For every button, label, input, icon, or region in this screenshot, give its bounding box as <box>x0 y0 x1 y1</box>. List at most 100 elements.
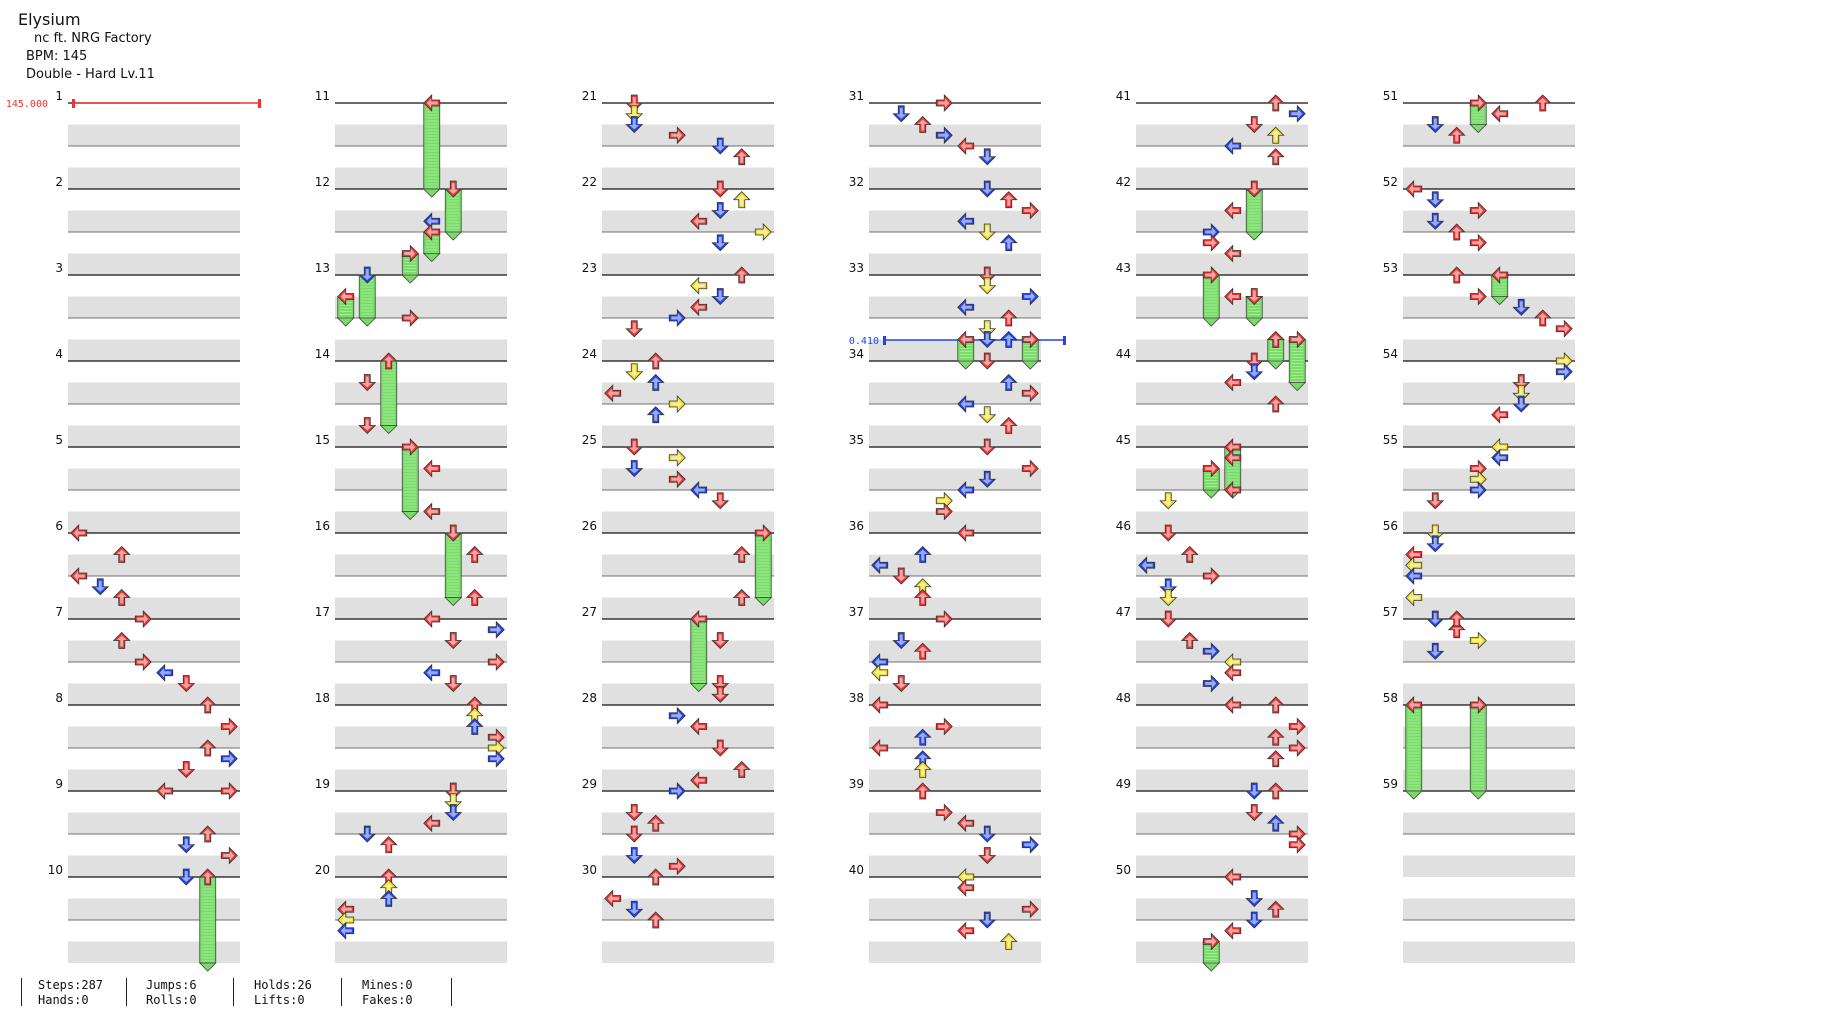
measure-block <box>68 704 240 791</box>
measure-number: 17 <box>315 605 330 619</box>
arrow-icon <box>1405 180 1423 198</box>
arrow-icon <box>690 771 708 790</box>
arrow-icon <box>1533 309 1552 327</box>
arrow-icon <box>1426 524 1445 542</box>
arrow-icon <box>198 825 217 843</box>
arrow-icon <box>957 395 975 413</box>
beat-band <box>335 425 507 447</box>
beat-band <box>335 683 507 705</box>
arrow-icon <box>1224 921 1242 940</box>
arrow-icon <box>1159 589 1178 607</box>
arrow-icon <box>487 653 505 671</box>
measure-block <box>1136 532 1308 619</box>
arrow-icon <box>1021 459 1039 478</box>
arrow-icon <box>423 459 441 478</box>
beat-band <box>1136 812 1308 834</box>
arrow-icon <box>732 588 751 606</box>
arrow-icon <box>711 492 730 510</box>
arrow-icon <box>1245 911 1264 929</box>
arrow-icon <box>1469 287 1487 306</box>
arrow-icon <box>1266 395 1285 413</box>
arrow-icon <box>1245 180 1264 198</box>
beat-band <box>1403 898 1575 920</box>
measure-number: 29 <box>582 777 597 791</box>
arrow-icon <box>1159 492 1178 510</box>
arrow-icon <box>444 632 463 650</box>
measure-number: 34 <box>849 347 864 361</box>
arrow-icon <box>358 374 377 392</box>
arrow-icon <box>668 857 686 876</box>
arrow-icon <box>1202 642 1220 661</box>
arrow-icon <box>625 94 644 112</box>
arrow-icon <box>1469 696 1487 714</box>
beat-band <box>869 855 1041 877</box>
arrow-icon <box>690 298 708 317</box>
arrow-icon <box>70 567 88 585</box>
measure-block <box>1136 790 1308 877</box>
arrow-icon <box>978 847 997 865</box>
stat-hands: Hands:0 <box>38 993 89 1007</box>
measure-block <box>602 102 774 189</box>
arrow-icon <box>358 417 377 435</box>
arrow-icon <box>957 814 975 833</box>
arrow-icon <box>1469 233 1487 252</box>
beat-band <box>602 812 774 834</box>
arrow-icon <box>1426 535 1445 553</box>
arrow-icon <box>1202 459 1220 478</box>
measure-number: 10 <box>48 863 63 877</box>
beat-band <box>68 726 240 748</box>
arrow-icon <box>957 878 975 897</box>
arrow-icon <box>487 620 505 639</box>
measure-number: 33 <box>849 261 864 275</box>
measure-block <box>68 360 240 447</box>
beat-band <box>335 898 507 920</box>
arrow-icon <box>1180 631 1199 649</box>
arrow-icon <box>913 728 932 746</box>
song-difficulty: Double - Hard Lv.11 <box>26 67 155 82</box>
arrow-icon <box>1447 223 1466 241</box>
measure-number: 3 <box>55 261 63 275</box>
beat-band <box>335 855 507 877</box>
stop-label: 0.410 <box>849 336 879 347</box>
arrow-icon <box>379 352 398 370</box>
measure-number: 35 <box>849 433 864 447</box>
measure-number: 31 <box>849 89 864 103</box>
arrow-icon <box>1266 728 1285 746</box>
arrow-icon <box>957 524 975 542</box>
arrow-icon <box>732 266 751 284</box>
hold-note-icon <box>379 360 398 435</box>
arrow-icon <box>423 610 441 628</box>
arrow-icon <box>1224 201 1242 220</box>
beat-band <box>1403 855 1575 877</box>
arrow-icon <box>1245 782 1264 800</box>
arrow-icon <box>690 212 708 231</box>
measure-number: 19 <box>315 777 330 791</box>
arrow-icon <box>668 782 686 800</box>
measure-block <box>1136 446 1308 533</box>
arrow-icon <box>1180 545 1199 563</box>
arrow-icon <box>112 631 131 649</box>
arrow-icon <box>625 847 644 865</box>
arrow-icon <box>1266 126 1285 144</box>
hold-note-icon <box>1202 941 1221 972</box>
beat-band <box>1403 640 1575 662</box>
measure-block <box>602 360 774 447</box>
arrow-icon <box>999 309 1018 327</box>
arrow-icon <box>1512 298 1531 316</box>
arrow-icon <box>999 416 1018 434</box>
beat-band <box>869 124 1041 146</box>
measure-number: 50 <box>1116 863 1131 877</box>
beat-band <box>602 726 774 748</box>
arrow-icon <box>999 330 1018 348</box>
measure-number: 54 <box>1383 347 1398 361</box>
arrow-icon <box>1224 663 1242 682</box>
arrow-icon <box>1021 287 1039 306</box>
measure-number: 51 <box>1383 89 1398 103</box>
measure-labels: 1234567891011121314151617181920212223242… <box>48 89 1398 877</box>
arrow-icon <box>1491 405 1509 424</box>
arrow-icon <box>1469 631 1487 650</box>
arrow-icon <box>112 545 131 563</box>
beat-band <box>602 898 774 920</box>
measure-number: 14 <box>315 347 330 361</box>
